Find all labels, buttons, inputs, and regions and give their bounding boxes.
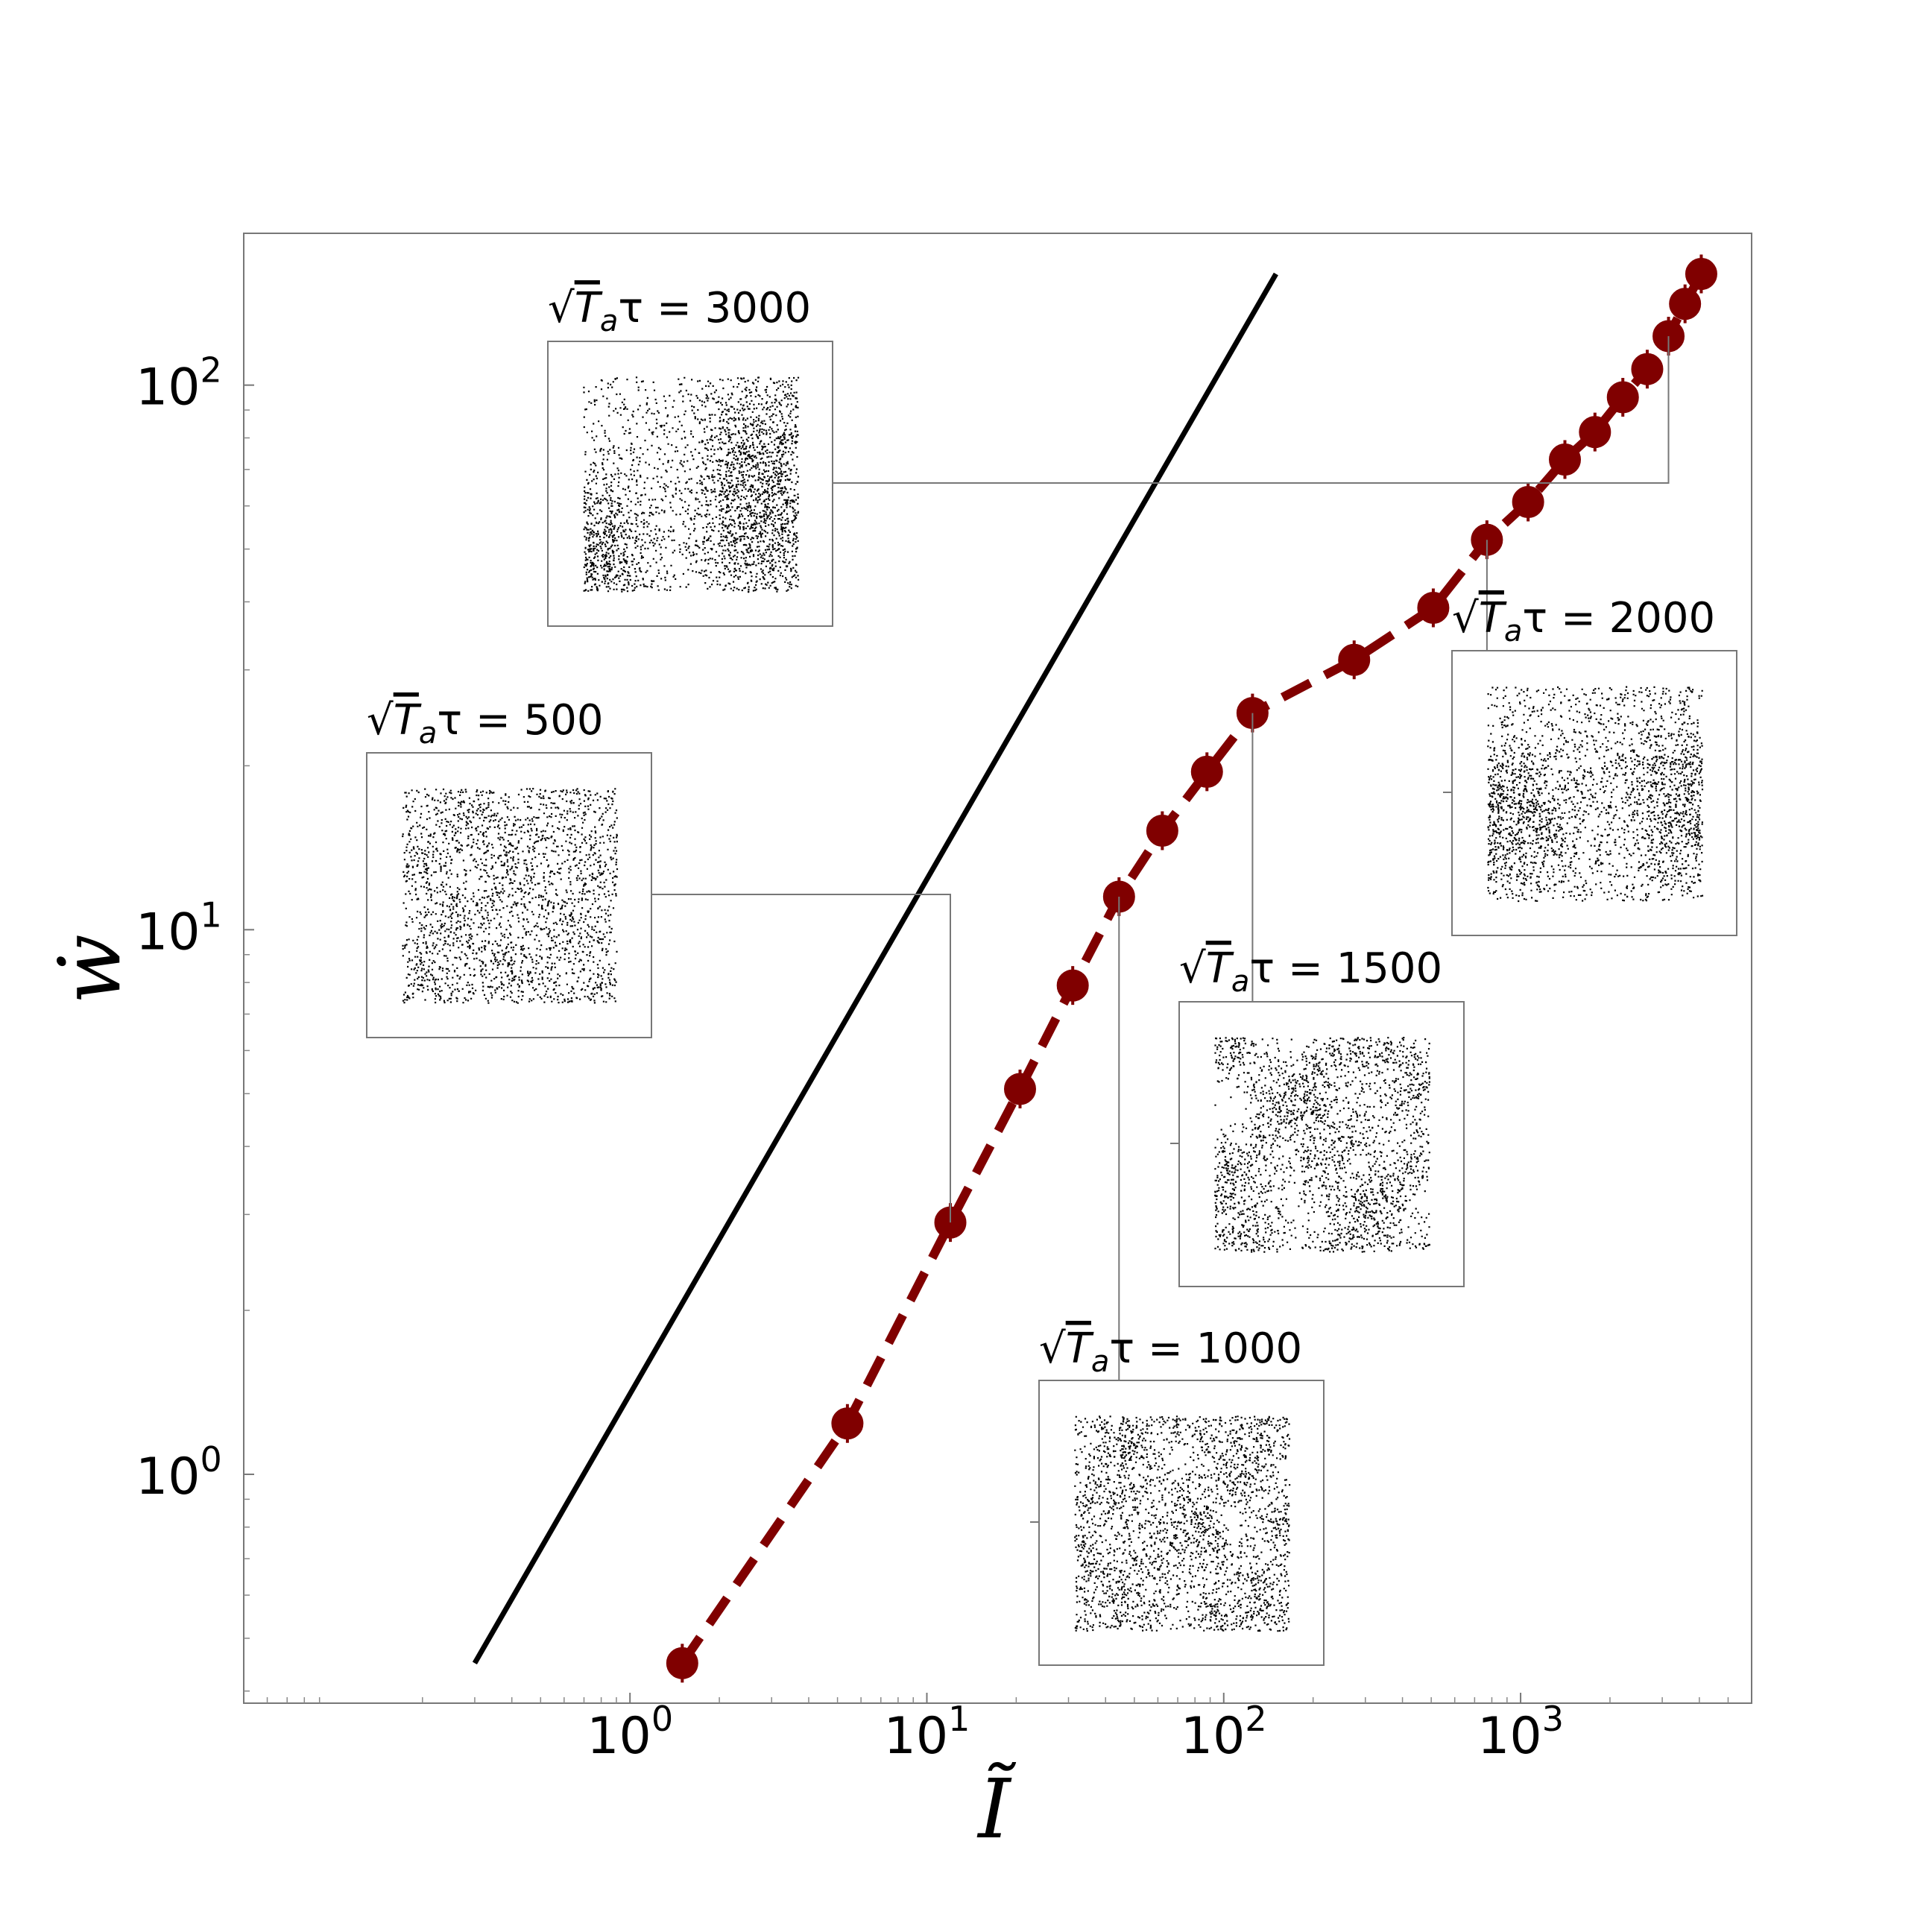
minor-ticks: [244, 409, 1729, 1703]
y-tick-labels: 100 101 102: [136, 350, 222, 1506]
inset-panel: √Taτ = 3000: [547, 284, 833, 627]
inset-connector: [651, 894, 951, 1223]
x-axis-title: Ĩ: [976, 1761, 1016, 1857]
x-tick-labels: 100 101 102 103: [587, 1699, 1564, 1766]
inset-particles: [1487, 686, 1704, 903]
inset-particle-field: [402, 788, 619, 1004]
inset-particles: [1074, 1415, 1291, 1632]
inset-particle-field: [1487, 686, 1704, 903]
inset-panel: √Taτ = 500: [366, 696, 652, 1038]
points-layer: [666, 254, 1717, 1683]
inset-label: √Taτ = 1500: [1179, 944, 1442, 999]
inset-label: √Taτ = 2000: [1452, 594, 1715, 648]
x-tick-label: 100: [587, 1699, 673, 1766]
inset-connector: [833, 336, 1670, 484]
inset-panel: √Taτ = 1000: [1038, 1325, 1325, 1666]
inset-panel: √Taτ = 1500: [1178, 944, 1465, 1287]
inset-particle-field: [583, 376, 800, 593]
inset-particle-field: [1074, 1415, 1291, 1632]
inset-label: √Taτ = 1000: [1039, 1325, 1302, 1379]
inset-frame: [1178, 1001, 1465, 1287]
y-tick-label: 102: [136, 350, 222, 417]
x-tick-label: 103: [1477, 1699, 1564, 1766]
insets-layer: √Taτ = 3000 √Taτ = 500 √Taτ = 2000 √Taτ = 1…: [366, 284, 1737, 1666]
y-tick-label: 101: [136, 894, 222, 962]
inset-label: √Taτ = 3000: [548, 284, 811, 338]
x-tick-label: 101: [884, 1699, 970, 1766]
inset-particle-field: [1214, 1037, 1430, 1253]
inset-particles: [1214, 1037, 1430, 1253]
inset-label: √Taτ = 500: [367, 696, 604, 751]
major-ticks: [244, 384, 1522, 1703]
y-axis-title: ẇ: [43, 934, 139, 1004]
inset-particles: [583, 376, 800, 593]
inset-panel: √Taτ = 2000: [1451, 594, 1737, 936]
reference-line: [472, 272, 1278, 1665]
inset-particles: [402, 788, 619, 1004]
x-tick-label: 102: [1181, 1699, 1267, 1766]
y-tick-label: 100: [136, 1439, 222, 1506]
